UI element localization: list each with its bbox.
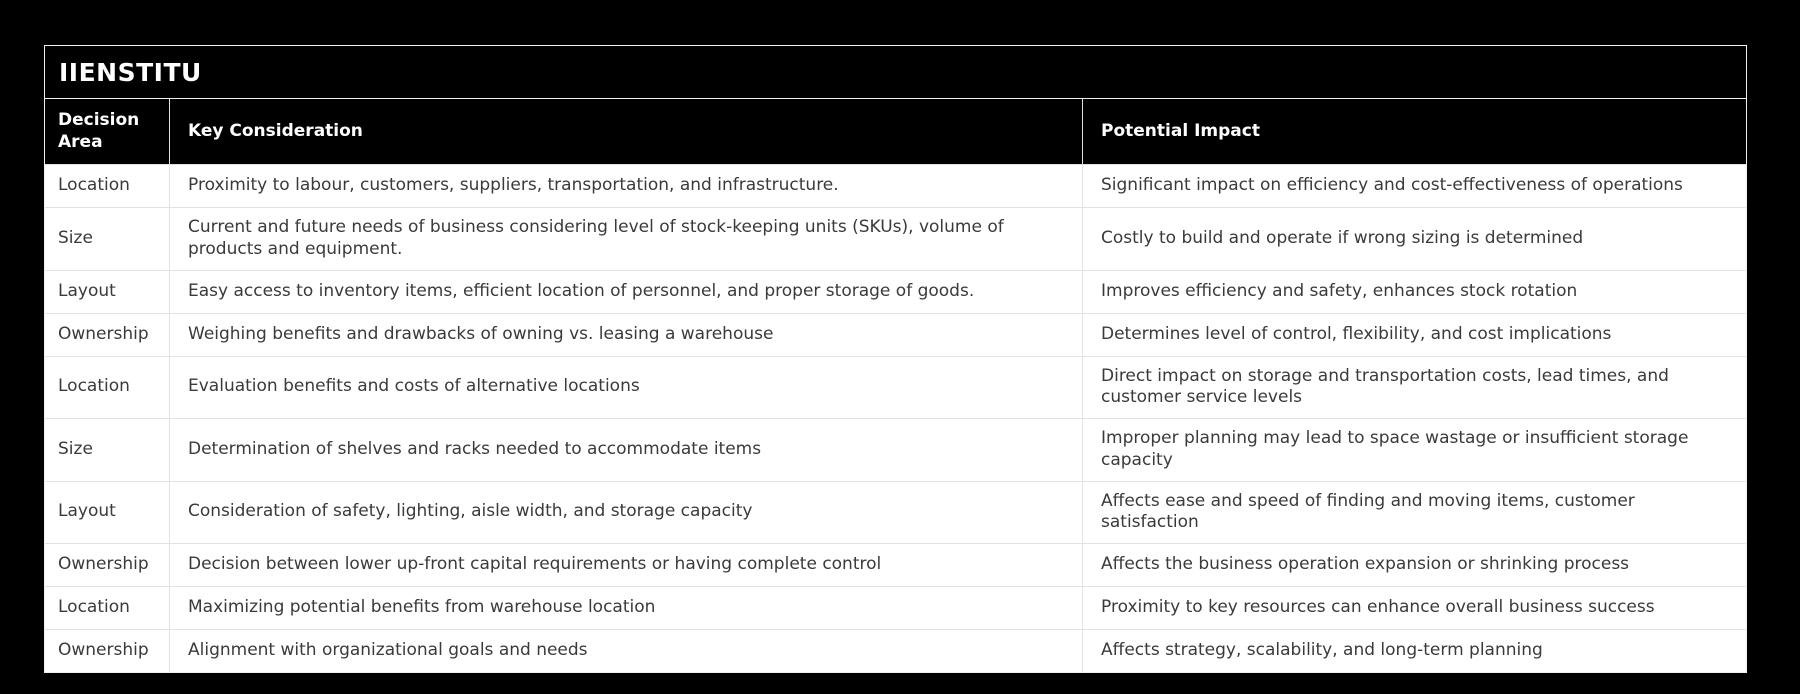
cell-potential-impact: Significant impact on efficiency and cos… bbox=[1082, 165, 1746, 207]
cell-key-consideration: Maximizing potential benefits from wareh… bbox=[169, 587, 1082, 629]
cell-decision-area: Layout bbox=[58, 501, 116, 522]
cell-potential-impact: Affects strategy, scalability, and long-… bbox=[1082, 630, 1746, 672]
table-row: Location Proximity to labour, customers,… bbox=[45, 164, 1746, 207]
cell-decision-area: Location bbox=[58, 597, 130, 618]
column-header-potential-impact: Potential Impact bbox=[1082, 99, 1746, 164]
cell-decision-area: Ownership bbox=[58, 640, 149, 661]
table-row: Ownership Decision between lower up-fron… bbox=[45, 543, 1746, 586]
table-row: Size Determination of shelves and racks … bbox=[45, 418, 1746, 481]
cell-potential-impact: Direct impact on storage and transportat… bbox=[1082, 356, 1746, 418]
table-row: Ownership Alignment with organizational … bbox=[45, 629, 1746, 672]
cell-decision-area: Size bbox=[58, 227, 93, 248]
cell-key-consideration: Easy access to inventory items, efficien… bbox=[169, 270, 1082, 313]
table-row: Ownership Weighing benefits and drawback… bbox=[45, 312, 1746, 356]
cell-decision-area: Size bbox=[58, 438, 93, 459]
cell-key-consideration: Alignment with organizational goals and … bbox=[169, 630, 1082, 672]
cell-decision-area: Ownership bbox=[58, 554, 149, 575]
cell-key-consideration: Decision between lower up-front capital … bbox=[169, 544, 1082, 586]
cell-potential-impact: Costly to build and operate if wrong siz… bbox=[1082, 208, 1746, 270]
table-header-row: Decision Area Key Consideration Potentia… bbox=[45, 99, 1746, 164]
cell-decision-area: Location bbox=[58, 175, 130, 196]
table-title: IIENSTITU bbox=[45, 46, 1746, 99]
table-row: Layout Consideration of safety, lighting… bbox=[45, 480, 1746, 543]
cell-key-consideration: Proximity to labour, customers, supplier… bbox=[169, 165, 1082, 207]
table-row: Size Current and future needs of busines… bbox=[45, 207, 1746, 270]
cell-potential-impact: Proximity to key resources can enhance o… bbox=[1082, 587, 1746, 629]
cell-key-consideration: Determination of shelves and racks neede… bbox=[169, 419, 1082, 481]
cell-potential-impact: Affects the business operation expansion… bbox=[1082, 544, 1746, 586]
cell-decision-area: Layout bbox=[58, 280, 116, 301]
column-header-key-consideration: Key Consideration bbox=[169, 99, 1082, 164]
cell-key-consideration: Consideration of safety, lighting, aisle… bbox=[169, 481, 1082, 543]
cell-potential-impact: Improves efficiency and safety, enhances… bbox=[1082, 270, 1746, 313]
cell-decision-area: Location bbox=[58, 376, 130, 397]
table-row: Location Maximizing potential benefits f… bbox=[45, 586, 1746, 629]
table-row: Location Evaluation benefits and costs o… bbox=[45, 355, 1746, 418]
cell-key-consideration: Weighing benefits and drawbacks of ownin… bbox=[169, 313, 1082, 356]
cell-key-consideration: Current and future needs of business con… bbox=[169, 208, 1082, 270]
decision-table: IIENSTITU Decision Area Key Consideratio… bbox=[44, 45, 1747, 673]
cell-potential-impact: Determines level of control, flexibility… bbox=[1082, 313, 1746, 356]
table-row: Layout Easy access to inventory items, e… bbox=[45, 269, 1746, 313]
cell-potential-impact: Affects ease and speed of finding and mo… bbox=[1082, 481, 1746, 543]
cell-decision-area: Ownership bbox=[58, 323, 149, 344]
cell-potential-impact: Improper planning may lead to space wast… bbox=[1082, 419, 1746, 481]
column-header-decision-area: Decision Area bbox=[58, 109, 140, 152]
cell-key-consideration: Evaluation benefits and costs of alterna… bbox=[169, 356, 1082, 418]
